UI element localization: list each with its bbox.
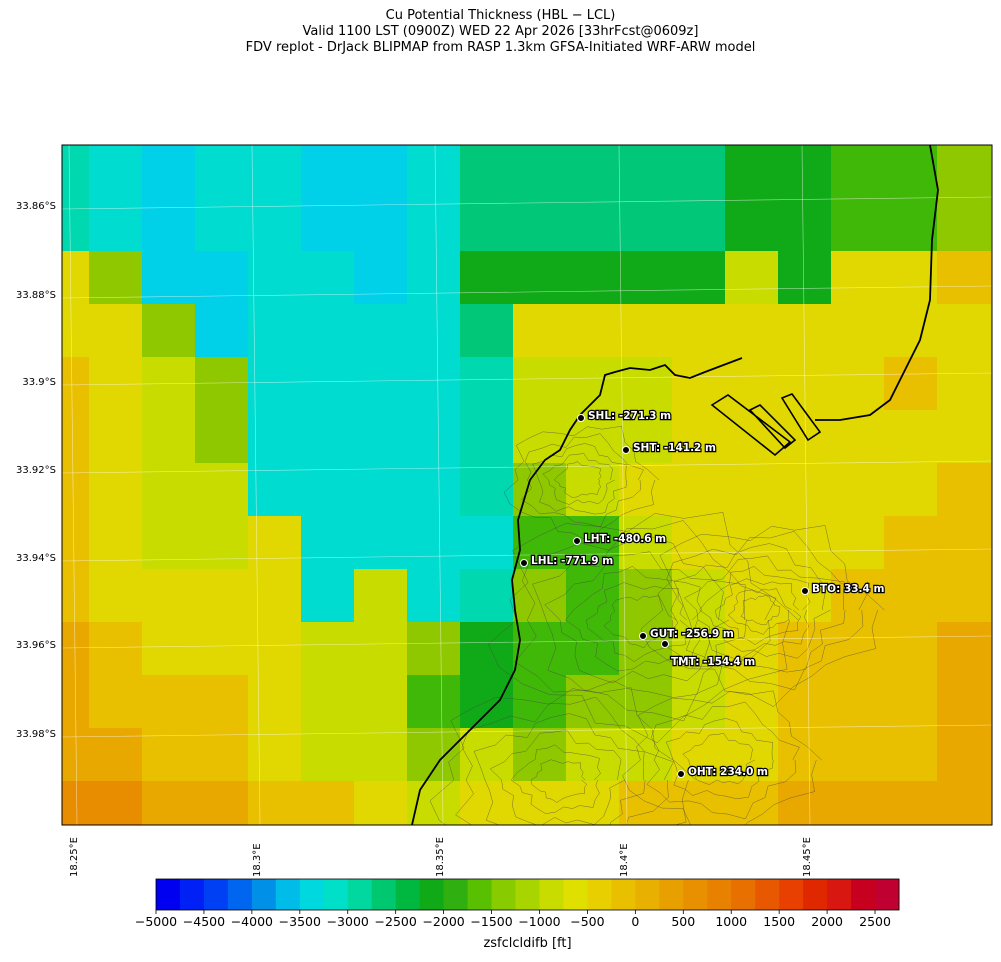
colorbar-tick-label: −2500 [374,914,417,929]
station-tmt: TMT: -154.4 m [661,640,756,669]
colorbar-swatch [539,879,564,910]
colorbar-tick-label: 500 [671,914,696,929]
colorbar-swatch [659,879,684,910]
colorbar-tick-label: −500 [570,914,605,929]
station-label: LHL: -771.9 m [531,555,613,567]
map-frame [61,144,993,826]
colorbar-tick-label: 2000 [811,914,843,929]
station-marker [573,537,581,545]
latitude-label: 33.86°S [16,201,56,212]
colorbar-swatch [707,879,732,910]
forecast-grid [62,145,992,825]
colorbar [155,878,900,914]
colorbar-tick-label: −5000 [134,914,178,929]
colorbar-swatch [371,879,397,910]
colorbar-swatch [491,879,517,910]
station-marker [577,414,585,422]
colorbar-swatch [851,879,876,910]
colorbar-swatch [227,879,253,910]
latitude-label: 33.98°S [16,729,56,740]
colorbar-swatch [683,879,708,910]
colorbar-swatch [563,879,588,910]
station-label: BTO: 33.4 m [812,583,885,595]
colorbar-swatch [251,879,277,910]
latitude-label: 33.88°S [16,290,56,301]
colorbar-swatch [587,879,612,910]
latitude-label: 33.96°S [16,640,56,651]
colorbar-swatch [347,879,373,910]
colorbar-swatch [203,879,229,910]
station-marker [622,446,630,454]
graticule [62,145,992,825]
colorbar-tick-label: −2000 [422,914,465,929]
longitude-label: 18.35°E [435,837,446,877]
colorbar-swatch [875,879,900,910]
longitude-label: 18.25°E [69,837,80,877]
colorbar-swatch [731,879,756,910]
station-lhl: LHL: -771.9 m [520,554,614,568]
longitude-label: 18.4°E [619,843,630,877]
station-label: GUT: -256.9 m [650,628,734,640]
station-oht: OHT: 234.0 m [677,765,769,779]
station-lht: LHT: -480.6 m [573,532,667,546]
colorbar-swatch [156,879,181,910]
station-sht: SHT: -141.2 m [622,441,717,455]
chart-title-line-3: FDV replot - DrJack BLIPMAP from RASP 1.… [245,40,756,55]
colorbar-swatch [395,879,421,910]
station-label: OHT: 234.0 m [688,766,768,778]
station-label: SHT: -141.2 m [633,442,716,454]
station-markers: SHL: -271.3 m SHT: -141.2 m LHT: -480.6 m L… [520,409,886,779]
station-label: SHL: -271.3 m [588,410,671,422]
coastline [411,145,939,825]
station-marker [639,632,647,640]
colorbar-swatch [419,879,445,910]
station-label: LHT: -480.6 m [584,533,666,545]
colorbar-swatch [803,879,828,910]
chart-title-line-1: Cu Potential Thickness (HBL − LCL) [385,8,616,23]
colorbar-swatch [179,879,205,910]
latitude-label: 33.94°S [16,553,56,564]
station-shl: SHL: -271.3 m [577,409,672,423]
longitude-label: 18.3°E [252,843,263,877]
station-gut: GUT: -256.9 m [639,627,735,641]
colorbar-tick-label: 1500 [763,914,796,929]
colorbar-tick-label: −4000 [230,914,273,929]
colorbar-swatch [323,879,349,910]
colorbar-tick-label: −4500 [182,914,226,929]
station-marker [661,640,669,648]
colorbar-swatch [275,879,301,910]
colorbar-swatch [635,879,660,910]
terrain-contours [429,425,885,825]
colorbar-tick-label: −3500 [278,914,321,929]
station-bto: BTO: 33.4 m [801,582,886,596]
colorbar-tick-label: 1000 [715,914,748,929]
colorbar-tick-label: 2500 [859,914,891,929]
colorbar-swatch [779,879,804,910]
colorbar-tick-label: −1000 [518,914,561,929]
station-marker [677,770,685,778]
colorbar-swatch [827,879,852,910]
colorbar-swatch [515,879,540,910]
station-marker [520,559,528,567]
latitude-label: 33.92°S [16,465,56,476]
colorbar-tick-label: 0 [631,914,640,929]
station-label: TMT: -154.4 m [671,656,755,668]
station-marker [801,587,809,595]
chart-title-line-2: Valid 1100 LST (0900Z) WED 22 Apr 2026 [… [302,24,699,39]
colorbar-swatch [299,879,325,910]
colorbar-label: zsfclcldifb [ft] [483,936,572,951]
latitude-label: 33.9°S [22,377,56,388]
colorbar-swatch [755,879,780,910]
colorbar-tick-label: −1500 [470,914,513,929]
colorbar-tick-label: −3000 [326,914,369,929]
longitude-label: 18.45°E [802,837,813,877]
colorbar-swatch [443,879,469,910]
colorbar-swatch [467,879,493,910]
colorbar-swatch [611,879,636,910]
